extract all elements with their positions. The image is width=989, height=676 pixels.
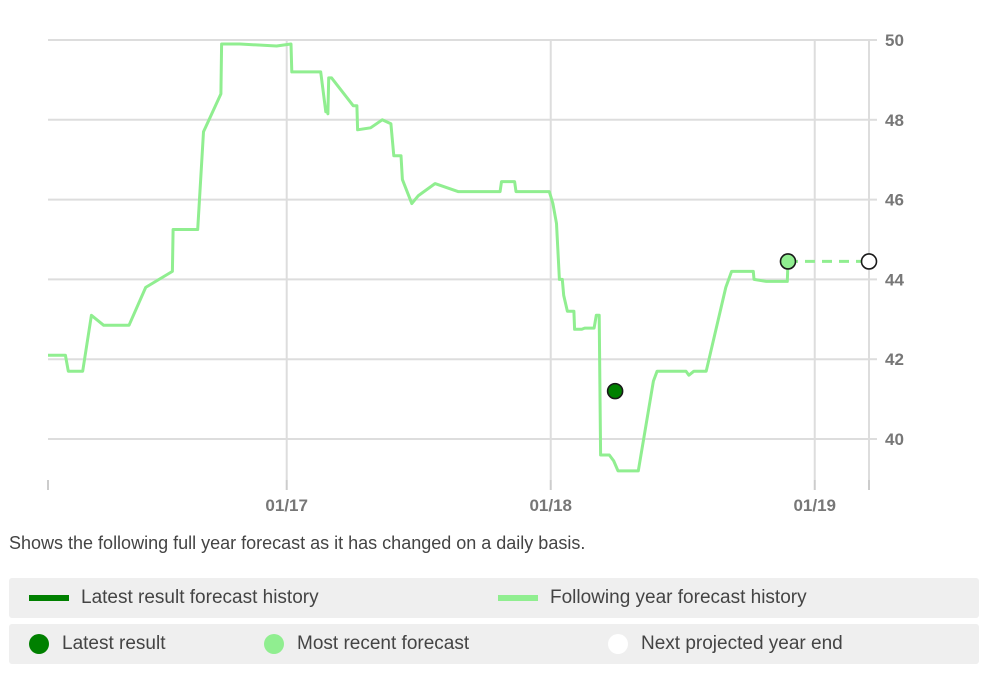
x-tick-label: 01/18 xyxy=(529,496,572,515)
most-recent-forecast-marker xyxy=(779,253,797,270)
legend-label: Latest result xyxy=(62,633,166,654)
next-projected-year-end-marker xyxy=(860,253,878,270)
forecast-history-line xyxy=(48,42,790,473)
y-tick-label: 40 xyxy=(885,430,904,449)
legend-lines: Latest result forecast history Following… xyxy=(9,578,979,618)
y-tick-label: 50 xyxy=(885,31,904,50)
chart-caption: Shows the following full year forecast a… xyxy=(9,533,586,553)
legend-swatch-light-green-line xyxy=(498,595,538,601)
legend-item-most-recent-forecast: Most recent forecast xyxy=(264,624,469,664)
forecast-chart: 40 42 44 46 48 50 01/17 01/18 01/19 xyxy=(47,31,904,515)
legend-label: Latest result forecast history xyxy=(81,587,319,608)
legend-item-next-projected-year-end: Next projected year end xyxy=(608,624,843,664)
x-tick-label: 01/17 xyxy=(265,496,308,515)
legend-label: Most recent forecast xyxy=(297,633,470,654)
chart-axes: 40 42 44 46 48 50 01/17 01/18 01/19 xyxy=(265,31,904,515)
legend-label: Following year forecast history xyxy=(550,587,807,608)
latest-result-marker xyxy=(606,382,624,400)
legend-label: Next projected year end xyxy=(641,633,843,654)
y-tick-label: 46 xyxy=(885,191,904,210)
legend-item-following-year-history: Following year forecast history xyxy=(498,578,807,618)
legend-item-latest-result-history: Latest result forecast history xyxy=(29,578,319,618)
chart-series xyxy=(48,42,869,473)
y-tick-label: 42 xyxy=(885,350,904,369)
legend-swatch-dark-green-line xyxy=(29,595,69,601)
legend-dot-dark-green xyxy=(29,634,49,654)
x-tick-label: 01/19 xyxy=(793,496,836,515)
y-tick-label: 44 xyxy=(885,270,904,289)
legend-item-latest-result: Latest result xyxy=(29,624,166,664)
chart-markers xyxy=(606,253,878,400)
legend-dot-light-green xyxy=(264,634,284,654)
legend-markers: Latest result Most recent forecast Next … xyxy=(9,624,979,664)
y-tick-label: 48 xyxy=(885,111,904,130)
legend-dot-white xyxy=(608,634,628,654)
